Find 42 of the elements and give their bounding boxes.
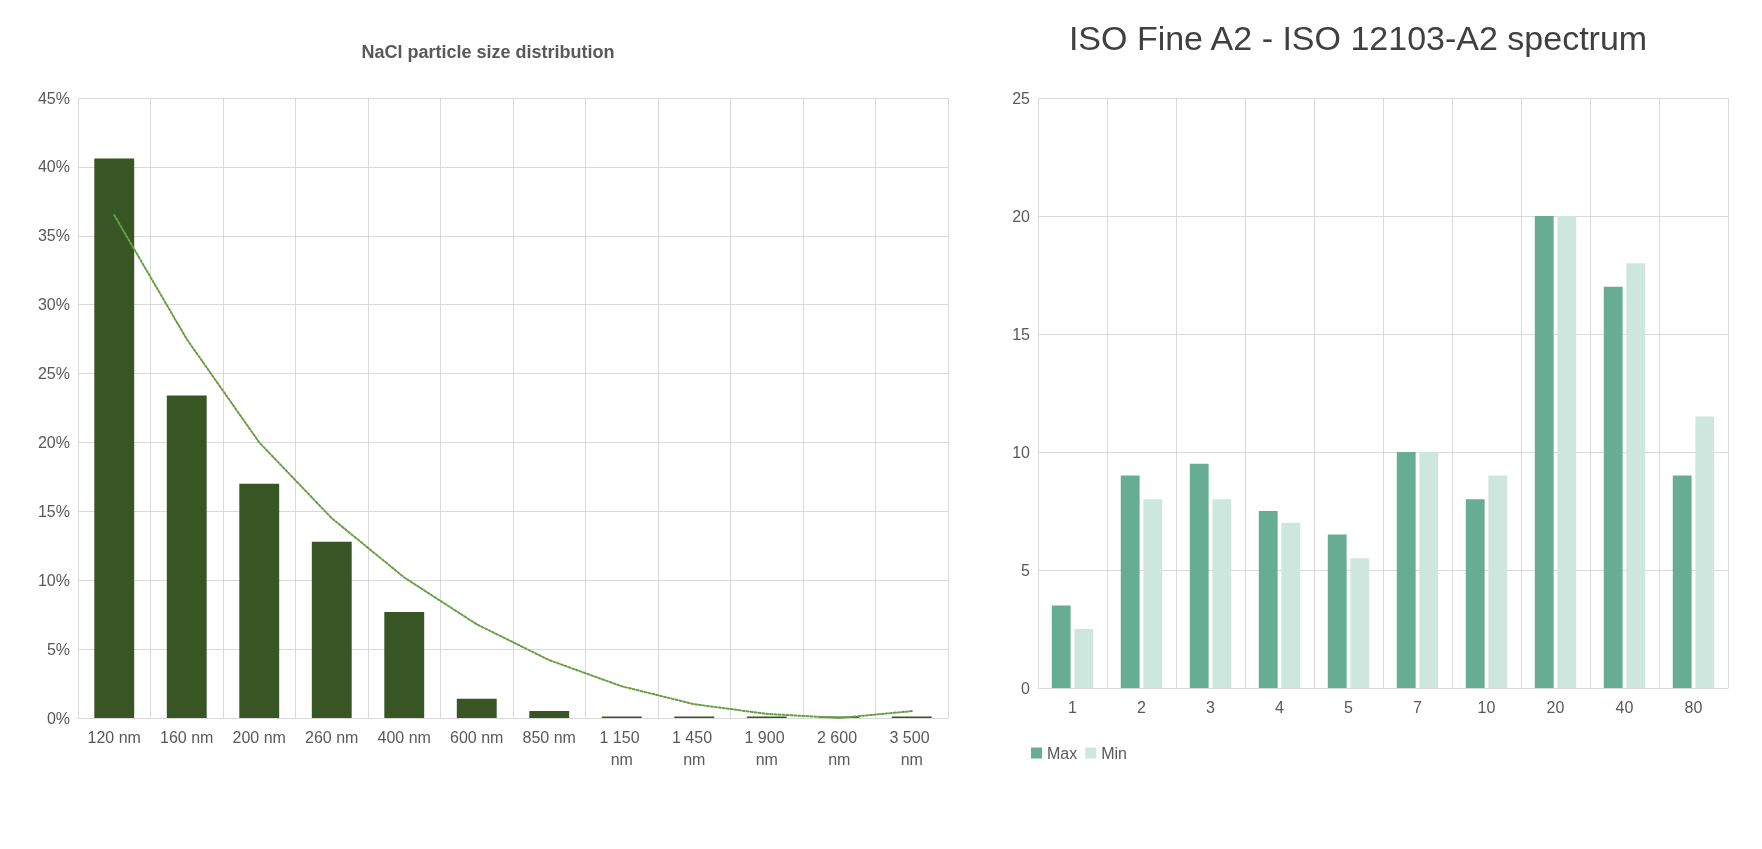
y-tick-label: 0% xyxy=(46,709,70,727)
x-tick-label: 1 xyxy=(1068,698,1078,716)
x-tick-label: 260 nm xyxy=(305,728,359,746)
x-tick-label: 3 xyxy=(1206,698,1216,716)
y-tick-label: 10% xyxy=(37,571,70,589)
x-tick-label: 400 nm xyxy=(377,728,431,746)
y-tick-label: 25% xyxy=(37,365,70,383)
y-tick-label: 20 xyxy=(1012,207,1031,225)
y-tick-label: 5% xyxy=(46,640,70,658)
x-tick-label: 7 xyxy=(1413,698,1423,716)
x-tick-label: 5 xyxy=(1344,698,1354,716)
x-tick-label: 1 900 nm xyxy=(744,728,789,768)
x-tick-label: 200 nm xyxy=(232,728,286,746)
y-tick-label: 10 xyxy=(1012,443,1031,461)
y-tick-label: 5 xyxy=(1021,561,1031,579)
x-tick-label: 160 nm xyxy=(160,728,214,746)
x-tick-label: 20 xyxy=(1546,698,1565,716)
x-tick-label: 850 nm xyxy=(522,728,576,746)
x-tick-label: 4 xyxy=(1275,698,1285,716)
legend-label: Min xyxy=(1101,744,1128,762)
x-tick-label: 80 xyxy=(1684,698,1703,716)
chart-title: NaCl particle size distribution xyxy=(361,42,615,62)
x-tick-label: 10 xyxy=(1477,698,1496,716)
y-tick-label: 15% xyxy=(37,502,70,520)
x-tick-label: 2 xyxy=(1137,698,1147,716)
x-tick-label: 3 500 nm xyxy=(889,728,934,768)
x-tick-label: 1 450 nm xyxy=(672,728,717,768)
y-tick-label: 30% xyxy=(37,296,70,314)
y-tick-label: 40% xyxy=(37,158,70,176)
y-tick-label: 20% xyxy=(37,433,70,451)
x-tick-label: 2 600 nm xyxy=(817,728,862,768)
y-tick-label: 15 xyxy=(1012,325,1031,343)
x-tick-label: 1 150 nm xyxy=(599,728,644,768)
chart-title: ISO Fine A2 - ISO 12103-A2 spectrum xyxy=(1068,19,1648,57)
legend-label: Max xyxy=(1047,744,1078,762)
x-tick-label: 40 xyxy=(1615,698,1634,716)
y-tick-label: 35% xyxy=(37,227,70,245)
y-tick-label: 0 xyxy=(1021,679,1031,697)
y-tick-label: 45% xyxy=(37,89,70,107)
x-tick-label: 120 nm xyxy=(87,728,141,746)
y-tick-label: 25 xyxy=(1012,89,1031,107)
x-tick-label: 600 nm xyxy=(450,728,504,746)
